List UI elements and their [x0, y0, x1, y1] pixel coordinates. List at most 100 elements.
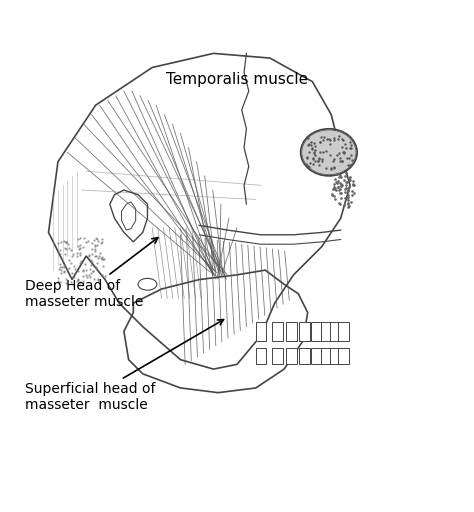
- Point: [322, 147, 330, 155]
- Point: [68, 252, 76, 260]
- Point: [335, 132, 342, 140]
- Point: [342, 169, 350, 178]
- Point: [74, 276, 82, 284]
- Point: [332, 184, 339, 193]
- Point: [334, 183, 342, 191]
- Point: [347, 141, 355, 150]
- Point: [319, 157, 326, 165]
- Point: [346, 173, 354, 181]
- Text: Superficial head of
masseter  muscle: Superficial head of masseter muscle: [25, 319, 224, 413]
- Point: [79, 272, 86, 280]
- Point: [304, 153, 311, 161]
- Point: [342, 178, 350, 186]
- Point: [337, 194, 345, 202]
- Point: [314, 157, 322, 165]
- Point: [87, 269, 94, 277]
- Point: [69, 272, 76, 281]
- Point: [344, 185, 352, 194]
- Point: [101, 272, 109, 281]
- Point: [334, 179, 341, 187]
- Bar: [330, 322, 341, 341]
- Point: [79, 267, 86, 275]
- Point: [336, 171, 344, 179]
- Point: [61, 237, 68, 245]
- Point: [330, 164, 338, 172]
- Point: [92, 264, 100, 272]
- Point: [326, 136, 334, 144]
- Point: [93, 259, 100, 267]
- Point: [82, 271, 90, 280]
- Point: [77, 233, 84, 242]
- Point: [336, 179, 343, 187]
- Point: [302, 160, 310, 168]
- Bar: [299, 348, 310, 365]
- Point: [333, 170, 341, 179]
- Point: [89, 267, 97, 275]
- Point: [73, 251, 81, 260]
- Point: [304, 141, 312, 149]
- Point: [330, 180, 337, 188]
- Point: [320, 133, 328, 141]
- Point: [316, 138, 324, 146]
- Bar: [338, 348, 349, 365]
- Bar: [286, 322, 297, 341]
- Point: [86, 273, 93, 282]
- Point: [74, 242, 82, 250]
- Point: [325, 135, 332, 143]
- Point: [99, 270, 106, 279]
- Point: [340, 200, 348, 208]
- Bar: [330, 348, 341, 365]
- Point: [332, 195, 339, 203]
- Point: [76, 278, 83, 286]
- Point: [79, 278, 86, 286]
- Point: [330, 192, 338, 200]
- Point: [55, 265, 63, 273]
- Point: [345, 161, 352, 169]
- Point: [57, 238, 65, 246]
- Point: [95, 278, 103, 286]
- Point: [336, 200, 344, 208]
- Point: [90, 275, 98, 284]
- Point: [336, 199, 343, 207]
- Point: [314, 157, 321, 165]
- Point: [346, 161, 354, 169]
- Point: [57, 269, 64, 277]
- Point: [89, 267, 97, 275]
- Point: [62, 245, 70, 253]
- Point: [99, 255, 107, 263]
- Point: [346, 176, 354, 184]
- Bar: [321, 322, 331, 341]
- Point: [91, 236, 98, 244]
- Point: [88, 240, 96, 248]
- Point: [71, 269, 79, 277]
- Bar: [299, 322, 310, 341]
- Point: [85, 252, 93, 260]
- Point: [57, 266, 65, 274]
- Point: [91, 247, 99, 255]
- Point: [305, 134, 312, 142]
- Point: [344, 200, 351, 208]
- Point: [85, 271, 93, 280]
- Point: [94, 275, 102, 284]
- Point: [330, 183, 337, 191]
- Point: [328, 191, 336, 199]
- Point: [342, 144, 350, 152]
- Point: [307, 141, 315, 149]
- Point: [65, 240, 73, 248]
- Point: [55, 274, 62, 282]
- Point: [315, 161, 323, 169]
- Point: [95, 252, 103, 261]
- Point: [62, 238, 70, 246]
- Point: [74, 234, 82, 243]
- Bar: [310, 348, 321, 365]
- Point: [344, 154, 351, 162]
- Point: [73, 248, 81, 257]
- Point: [76, 250, 83, 259]
- Point: [349, 180, 357, 188]
- Point: [332, 178, 340, 186]
- Point: [348, 191, 356, 200]
- Point: [74, 274, 82, 283]
- Point: [347, 151, 355, 159]
- Point: [310, 139, 318, 147]
- Point: [98, 255, 105, 263]
